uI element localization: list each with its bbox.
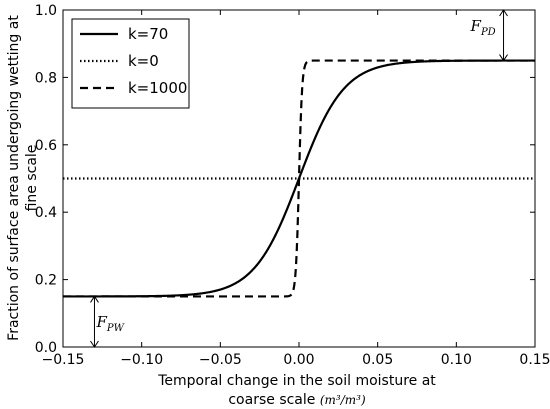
annotation-label: FPW	[95, 313, 124, 334]
annotation-main: F	[470, 17, 482, 35]
legend-label: k=70	[128, 25, 168, 43]
series-line-k-1000	[63, 59, 535, 298]
axis-labels: Temporal change in the soil moisture at …	[6, 15, 436, 408]
x-tick-label: −0.15	[42, 352, 85, 368]
y-tick-label: 0.6	[35, 138, 57, 154]
legend-label: k=0	[128, 52, 159, 70]
axes: −0.15 −0.10 −0.05 0.00 0.05 0.10 0.15 0.0 0.2 0.4…	[35, 3, 550, 368]
plot-area	[63, 59, 535, 298]
y-axis-label-line2: fine scale	[24, 145, 40, 212]
x-axis-label-line2: coarse scale (m³/m³)	[228, 392, 366, 408]
annotation-label: FPD	[470, 17, 496, 38]
y-tick-label: 0.0	[35, 340, 57, 356]
y-tick-label: 1.0	[35, 3, 57, 19]
x-tick-label: −0.05	[199, 352, 242, 368]
annotation-subscript: PW	[106, 323, 125, 334]
legend-label: k=1000	[128, 79, 187, 97]
annotation-subscript: PD	[480, 27, 496, 38]
y-axis-label-line1: Fraction of surface area undergoing wett…	[6, 15, 22, 341]
arrowhead	[90, 295, 99, 303]
x-tick-label: 0.05	[362, 352, 393, 368]
arrowhead	[499, 9, 508, 17]
x-axis-label-text: coarse scale	[228, 392, 319, 408]
x-axis-unit: (m³/m³)	[320, 393, 366, 407]
x-axis-label-line1: Temporal change in the soil moisture at	[157, 373, 436, 389]
x-tick-label: 0.15	[519, 352, 550, 368]
legend: k=70 k=0 k=1000	[71, 18, 190, 109]
x-tick-label: −0.10	[120, 352, 163, 368]
y-tick-label: 0.2	[35, 273, 57, 289]
y-tick-label: 0.8	[35, 70, 57, 86]
x-tick-label: 0.10	[441, 352, 472, 368]
arrowhead	[499, 54, 508, 62]
annotation-main: F	[95, 313, 107, 331]
arrowhead	[90, 340, 99, 348]
x-tick-label: 0.00	[283, 352, 314, 368]
y-tick-label: 0.4	[35, 205, 57, 221]
